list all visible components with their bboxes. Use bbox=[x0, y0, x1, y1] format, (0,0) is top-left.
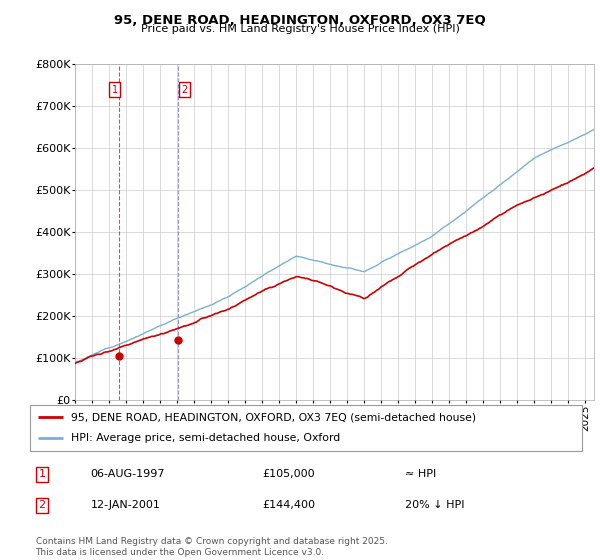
Text: 20% ↓ HPI: 20% ↓ HPI bbox=[406, 501, 465, 510]
Text: HPI: Average price, semi-detached house, Oxford: HPI: Average price, semi-detached house,… bbox=[71, 433, 341, 444]
Text: 95, DENE ROAD, HEADINGTON, OXFORD, OX3 7EQ (semi-detached house): 95, DENE ROAD, HEADINGTON, OXFORD, OX3 7… bbox=[71, 412, 476, 422]
Text: 1: 1 bbox=[38, 469, 46, 479]
Text: 2: 2 bbox=[38, 501, 46, 510]
Text: 12-JAN-2001: 12-JAN-2001 bbox=[91, 501, 161, 510]
Text: Contains HM Land Registry data © Crown copyright and database right 2025.
This d: Contains HM Land Registry data © Crown c… bbox=[35, 537, 388, 557]
Text: Price paid vs. HM Land Registry's House Price Index (HPI): Price paid vs. HM Land Registry's House … bbox=[140, 24, 460, 34]
Text: 1: 1 bbox=[112, 85, 118, 95]
Text: 95, DENE ROAD, HEADINGTON, OXFORD, OX3 7EQ: 95, DENE ROAD, HEADINGTON, OXFORD, OX3 7… bbox=[114, 14, 486, 27]
Text: £105,000: £105,000 bbox=[262, 469, 314, 479]
FancyBboxPatch shape bbox=[30, 405, 582, 451]
Text: ≈ HPI: ≈ HPI bbox=[406, 469, 437, 479]
Text: 2: 2 bbox=[181, 85, 188, 95]
Text: £144,400: £144,400 bbox=[262, 501, 315, 510]
Text: 06-AUG-1997: 06-AUG-1997 bbox=[91, 469, 165, 479]
